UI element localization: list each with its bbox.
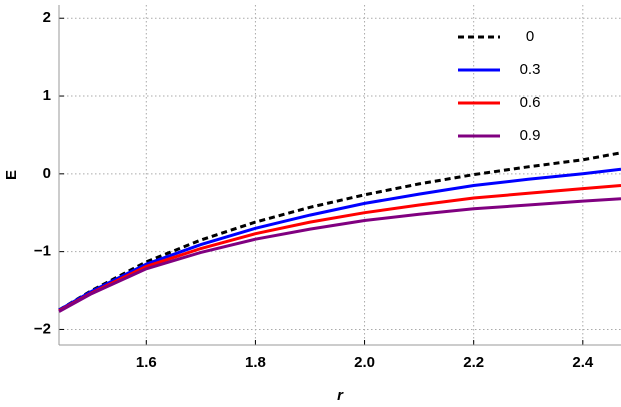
y-tick-label: −1 <box>34 243 51 260</box>
y-tick-label: 1 <box>43 87 51 104</box>
y-tick-label: −2 <box>34 320 51 337</box>
legend-label: 0.3 <box>520 61 541 78</box>
series-line <box>58 184 621 313</box>
legend-label: 0 <box>526 28 534 45</box>
legend-label: 0.6 <box>520 94 541 111</box>
y-tick-label: 2 <box>43 9 51 26</box>
x-tick-label: 2.0 <box>354 354 375 371</box>
x-tick-label: 2.4 <box>572 354 594 371</box>
x-tick-label: 1.6 <box>136 354 157 371</box>
series-line <box>58 197 621 313</box>
y-tick-label: 0 <box>43 165 51 182</box>
y-axis-label: E <box>3 170 20 180</box>
series-line <box>58 151 621 312</box>
x-axis-label: r <box>337 387 344 404</box>
series-line <box>58 167 621 312</box>
x-tick-label: 2.2 <box>463 354 484 371</box>
x-tick-label: 1.8 <box>245 354 266 371</box>
legend-label: 0.9 <box>520 127 541 144</box>
